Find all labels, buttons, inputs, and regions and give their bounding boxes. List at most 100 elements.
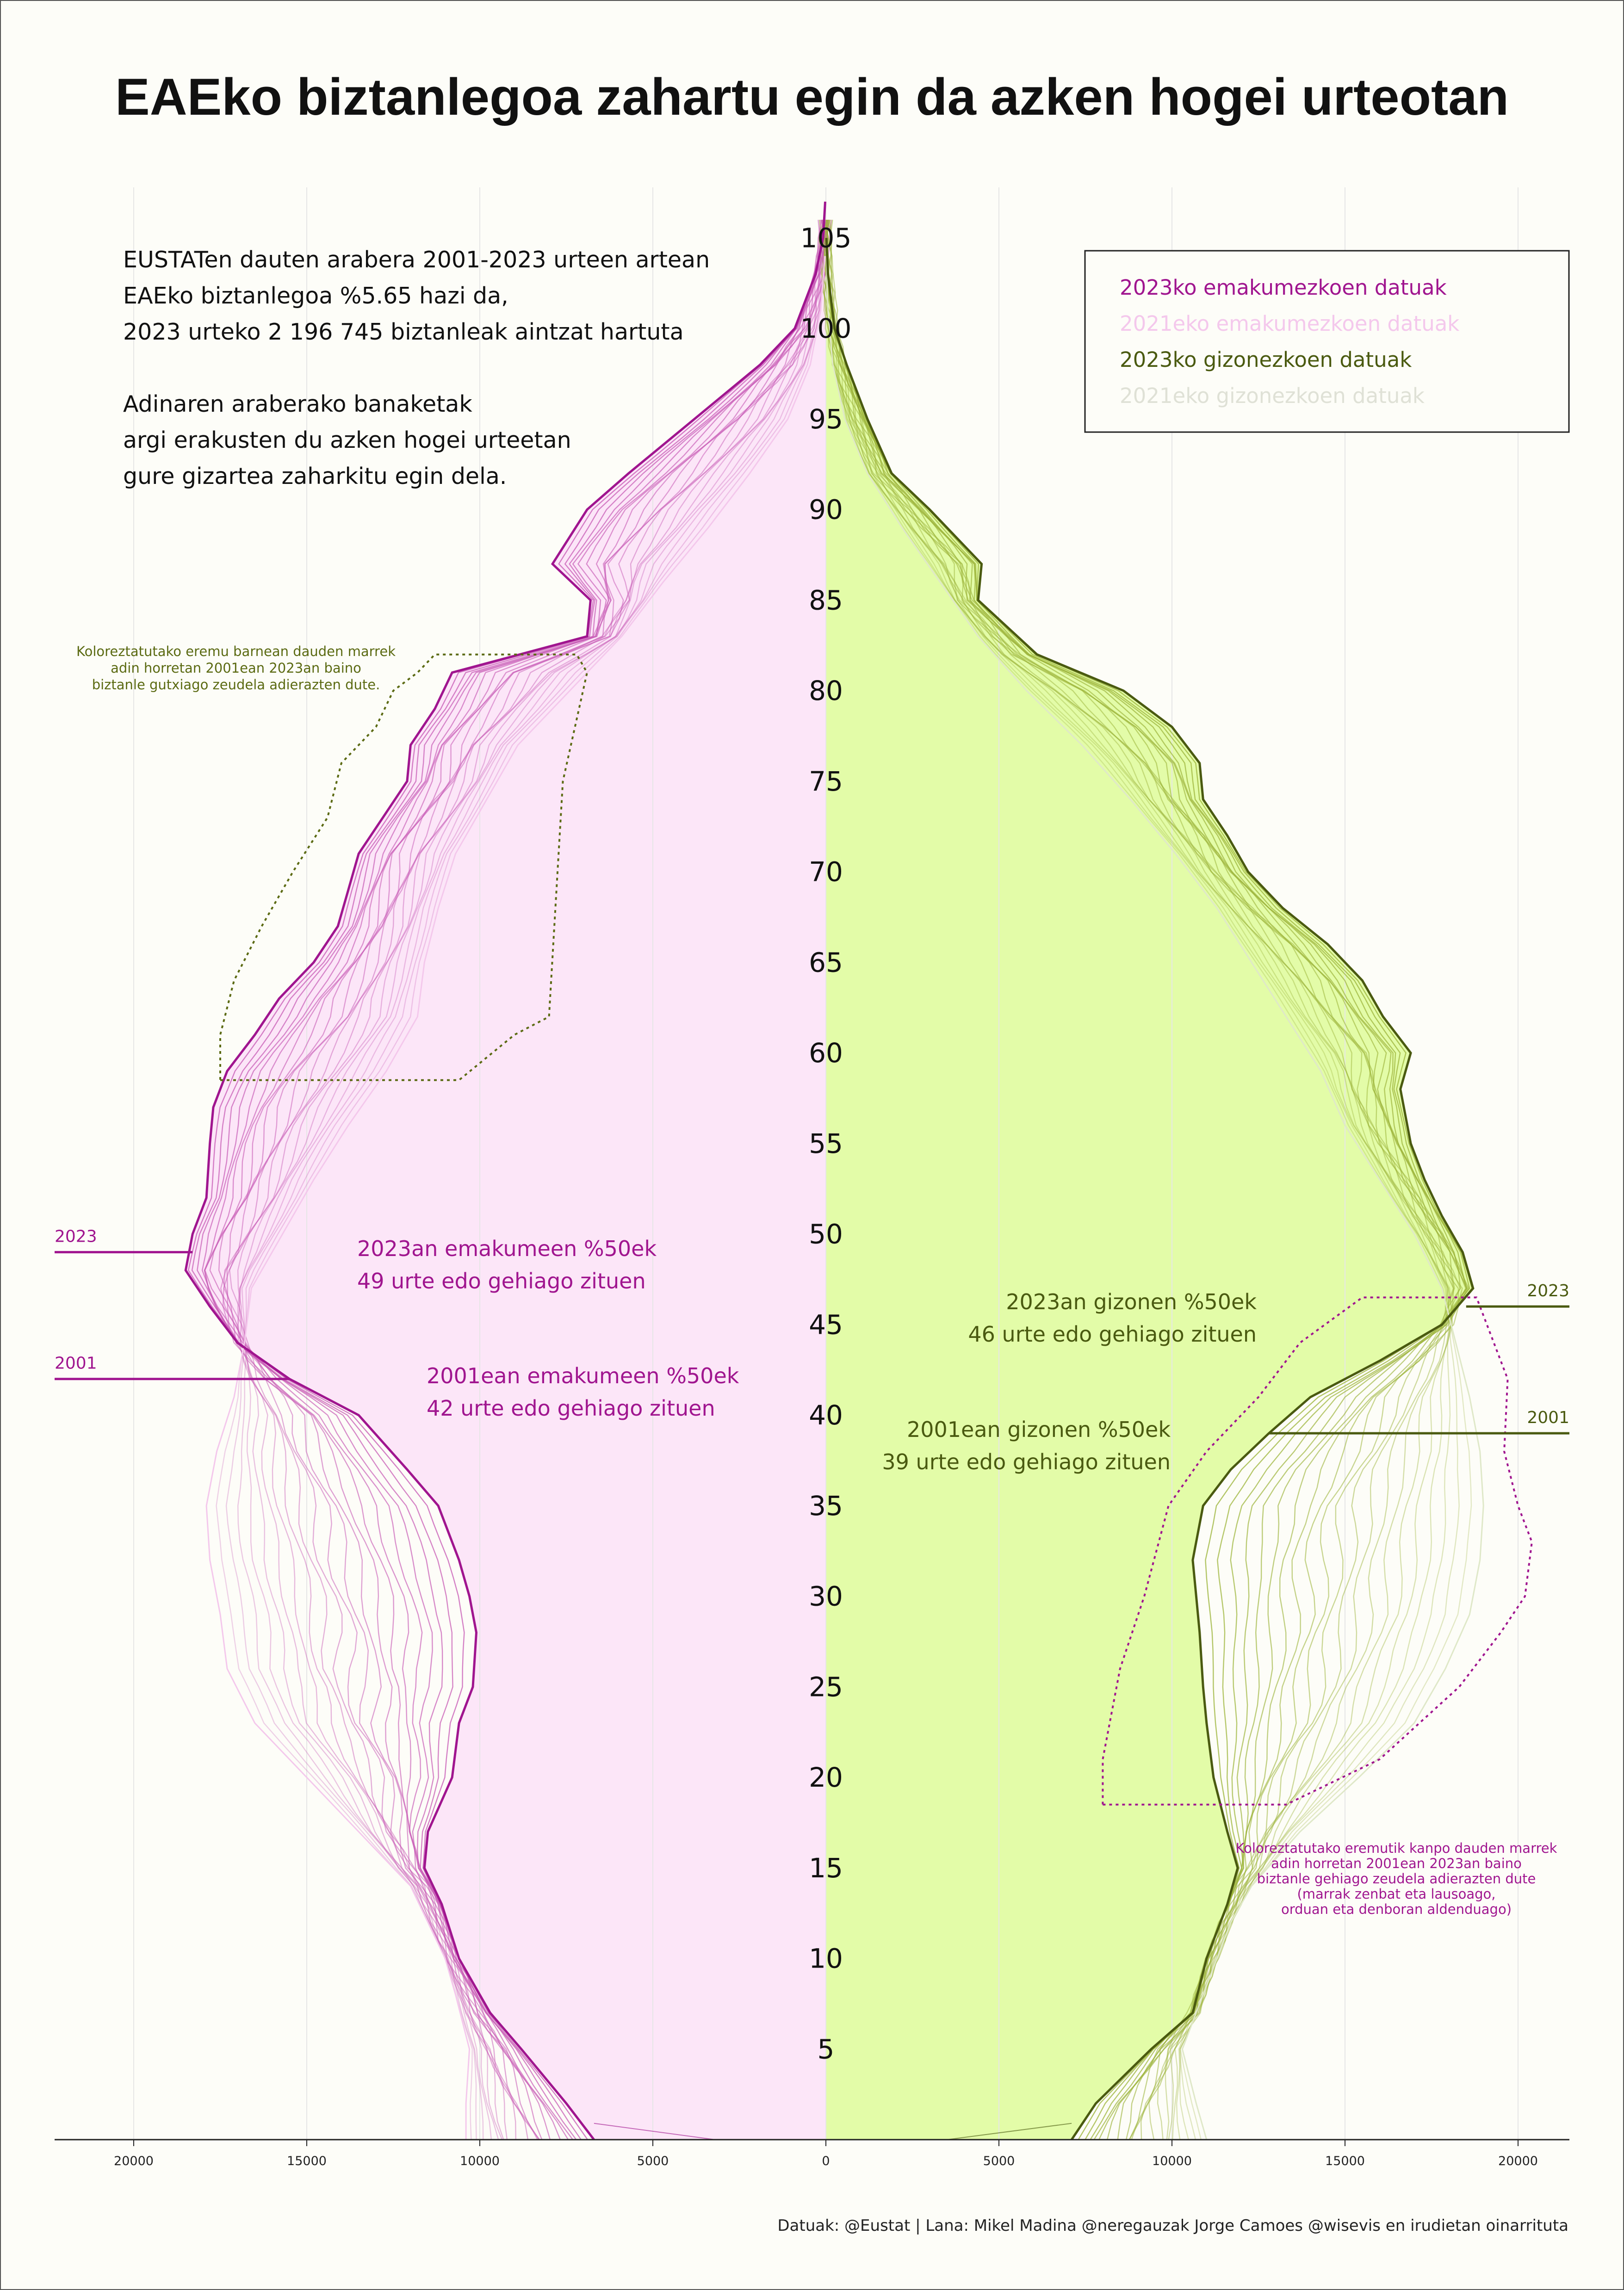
male-year-line (826, 220, 1470, 2140)
marker-male-2001: 2001 (1527, 1408, 1569, 1427)
note-right: adin horretan 2001ean 2023an baino (1271, 1856, 1522, 1871)
male-year-line (822, 219, 1453, 2140)
y-tick-label: 20 (809, 1762, 843, 1793)
intro-text: EUSTATen dauten arabera 2001-2023 urteen… (123, 247, 710, 489)
male-year-line (819, 219, 1454, 2140)
y-tick-label: 70 (809, 856, 843, 888)
annotation-male-2001: 39 urte edo gehiago zituen (882, 1449, 1171, 1474)
female-year-line (237, 219, 828, 2140)
female-year-line (201, 219, 826, 2140)
male-year-line (823, 220, 1452, 2140)
x-tick-label: 10000 (460, 2154, 500, 2168)
male-year-line (822, 219, 1452, 2140)
female-2001-line (205, 256, 826, 2140)
legend-item: 2021eko emakumezkoen datuak (1120, 311, 1459, 336)
female-base-line (594, 2123, 715, 2140)
legend: 2023ko emakumezkoen datuak 2021eko emakum… (1084, 250, 1570, 433)
y-tick-label: 105 (800, 222, 852, 254)
male-year-line (826, 220, 1472, 2140)
female-2023-line (184, 201, 826, 2141)
y-tick-label: 100 (800, 313, 852, 344)
x-tick-label: 20000 (1498, 2154, 1538, 2168)
annotation-male-2001: 2001ean gizonen %50ek (907, 1417, 1171, 1442)
y-tick-label: 90 (809, 494, 843, 526)
note-right: Koloreztatutako eremutik kanpo dauden ma… (1236, 1840, 1557, 1856)
annotation-female-2023: 49 urte edo gehiago zituen (357, 1269, 646, 1294)
male-year-line (821, 219, 1455, 2140)
male-2001-line (825, 256, 1484, 2140)
male-year-line (825, 220, 1460, 2140)
y-tick-label: 75 (809, 766, 843, 797)
intro-line: EUSTATen dauten arabera 2001-2023 urteen… (123, 247, 710, 273)
male-base-line (947, 2123, 1072, 2140)
female-year-line (220, 219, 832, 2140)
female-year-line (237, 219, 827, 2140)
male-area (826, 201, 1473, 2140)
legend-box (1084, 250, 1570, 433)
note-left: biztanle gutxiago zeudela adierazten dut… (92, 677, 380, 693)
female-year-line (187, 219, 825, 2140)
intro-line: argi erakusten du azken hogei urteetan (123, 427, 571, 453)
annotation-female-2001: 42 urte edo gehiago zituen (427, 1396, 715, 1421)
male-year-line (818, 219, 1459, 2140)
x-tick-label: 15000 (1325, 2154, 1365, 2168)
x-tick-label: 5000 (637, 2154, 669, 2168)
note-right: orduan eta denboran aldenduago) (1281, 1901, 1512, 1917)
intro-line: EAEko biztanlegoa %5.65 hazi da, (123, 283, 508, 309)
male-year-line (824, 219, 1451, 2140)
x-tick-label: 15000 (287, 2154, 327, 2168)
y-tick-label: 45 (809, 1309, 843, 1340)
female-year-line (197, 220, 824, 2140)
x-tick-label: 5000 (983, 2154, 1015, 2168)
legend-item: 2023ko gizonezkoen datuak (1120, 347, 1412, 372)
source-footer: Datuak: @Eustat | Lana: Mikel Madina @ne… (777, 2216, 1568, 2235)
female-year-line (218, 219, 825, 2140)
marker-female-2023: 2023 (55, 1227, 97, 1246)
female-year-line (225, 220, 825, 2140)
y-tick-label: 80 (809, 675, 843, 706)
legend-item: 2021eko gizonezkoen datuak (1120, 384, 1425, 408)
annotation-male-2023: 2023an gizonen %50ek (1006, 1289, 1257, 1314)
y-tick-label: 35 (809, 1490, 843, 1522)
intro-line: 2023 urteko 2 196 745 biztanleak aintzat… (123, 319, 684, 345)
y-tick-label: 50 (809, 1219, 843, 1250)
y-tick-label: 95 (809, 403, 843, 435)
male-2023-line (825, 238, 1475, 2141)
female-area (186, 201, 826, 2140)
y-tick-label: 40 (809, 1399, 843, 1431)
y-tick-label: 25 (809, 1671, 843, 1702)
chart-title: EAEko biztanlegoa zahartu egin da azken … (115, 68, 1509, 126)
y-tick-label: 30 (809, 1581, 843, 1612)
annotation-male-2023: 46 urte edo gehiago zituen (968, 1322, 1257, 1347)
note-right: (marrak zenbat eta lausoago, (1297, 1886, 1495, 1902)
female-year-line (204, 220, 828, 2140)
female-year-line (238, 220, 828, 2140)
female-year-line (204, 219, 829, 2140)
note-right: biztanle gehiago zeudela adierazten dute (1257, 1871, 1536, 1887)
female-year-line (216, 220, 825, 2140)
note-left: adin horretan 2001ean 2023an baino (111, 660, 361, 676)
y-tick-label: 5 (818, 2033, 835, 2065)
note-left: Koloreztatutako eremu barnean dauden mar… (76, 644, 396, 659)
y-tick-label: 15 (809, 1852, 843, 1884)
y-tick-label: 55 (809, 1128, 843, 1159)
female-year-line (209, 219, 822, 2140)
female-year-line (191, 220, 824, 2140)
marker-female-2001: 2001 (55, 1354, 97, 1373)
x-tick-label: 20000 (114, 2154, 154, 2168)
y-tick-label: 60 (809, 1037, 843, 1069)
y-tick-label: 85 (809, 584, 843, 616)
male-year-line (825, 220, 1473, 2140)
female-year-line (237, 219, 827, 2140)
x-tick-label: 0 (822, 2154, 830, 2168)
male-year-line (824, 219, 1461, 2140)
intro-line: gure gizartea zaharkitu egin dela. (123, 463, 507, 489)
intro-line: Adinaren araberako banaketak (123, 391, 472, 417)
y-tick-label: 65 (809, 947, 843, 978)
x-tick-label: 10000 (1152, 2154, 1192, 2168)
annotation-female-2023: 2023an emakumeen %50ek (357, 1236, 657, 1261)
male-year-line (823, 220, 1449, 2140)
marker-male-2023: 2023 (1527, 1281, 1569, 1300)
